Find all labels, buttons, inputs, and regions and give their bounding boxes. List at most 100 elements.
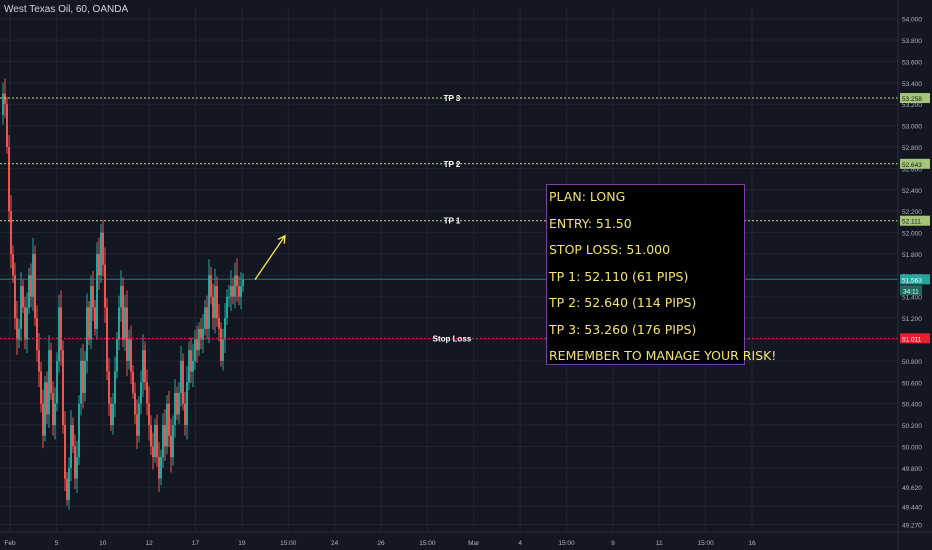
candle-body xyxy=(178,392,180,415)
candle-body xyxy=(224,318,226,340)
candle-body xyxy=(204,307,206,329)
level-price-label: 52.643 xyxy=(902,162,922,169)
time-axis[interactable]: Feb 5 10 12 17 19 15:00 24 26 15:00 Mar 4 15:00 9 11 15… xyxy=(0,531,932,547)
candle-body xyxy=(66,478,68,500)
candle-body xyxy=(76,457,78,479)
candle-body xyxy=(12,253,14,276)
price-tick-label: 54.000 xyxy=(902,17,922,24)
candle-body xyxy=(226,296,228,319)
plan-line: STOP LOSS: 51.000 xyxy=(549,242,671,257)
candle-body xyxy=(180,360,182,393)
candle-body xyxy=(114,371,116,404)
candle-body xyxy=(210,275,212,297)
candle-body xyxy=(120,286,122,308)
candle-body xyxy=(138,403,140,436)
candle-body xyxy=(86,307,88,361)
tp-price-badge xyxy=(900,158,930,169)
candle-body xyxy=(38,350,40,372)
take-profit-label: TP 1 xyxy=(444,217,461,226)
candle-body xyxy=(164,425,166,447)
candle-body xyxy=(4,93,6,105)
plan-line: PLAN: LONG xyxy=(549,189,626,204)
time-tick-label: 12 xyxy=(146,540,154,547)
candle-body xyxy=(14,275,16,319)
candle-body xyxy=(148,403,150,426)
candle-body xyxy=(6,104,8,148)
price-tick-label: 49.800 xyxy=(902,466,922,473)
price-tick-label: 53.200 xyxy=(902,102,922,109)
annotation-arrow xyxy=(254,234,286,280)
candle-body xyxy=(88,307,90,340)
price-tick-label: 52.200 xyxy=(902,209,922,216)
candle-body xyxy=(96,253,98,329)
candle-body xyxy=(44,382,46,436)
candle-body xyxy=(234,275,236,297)
price-tick-label: 50.000 xyxy=(902,444,922,451)
candle-body xyxy=(108,371,110,404)
candle-body xyxy=(200,328,202,340)
countdown-label: 34:11 xyxy=(903,288,919,295)
candle-body xyxy=(222,339,224,361)
candle-body xyxy=(198,328,200,351)
time-tick-label: Feb xyxy=(4,540,16,547)
time-tick-label: 11 xyxy=(656,540,663,547)
candle-body xyxy=(102,232,104,265)
candle-body xyxy=(10,211,12,254)
price-tick-label: 51.200 xyxy=(902,316,922,323)
price-tick-label: 53.800 xyxy=(902,38,922,45)
candle-body xyxy=(100,232,102,276)
price-tick-label: 52.800 xyxy=(902,145,922,152)
candle-body xyxy=(74,446,76,479)
time-tick-label: 26 xyxy=(377,540,385,547)
candle-body xyxy=(202,328,204,340)
candle-body xyxy=(134,392,136,415)
candle-body xyxy=(130,339,132,372)
symbol-label: West Texas Oil, 60, OANDA xyxy=(4,4,129,15)
price-tick-label: 49.270 xyxy=(902,523,922,530)
candle-body xyxy=(158,457,160,479)
candle-body xyxy=(20,286,22,329)
time-tick-label: 10 xyxy=(99,540,107,547)
arrow-shaft xyxy=(254,235,286,280)
time-tick-label: Mar xyxy=(468,540,480,547)
candle-body xyxy=(56,360,58,404)
candle-body xyxy=(60,307,62,351)
candle-body xyxy=(52,392,54,426)
tp-price-badge xyxy=(900,215,930,226)
candle-body xyxy=(174,392,176,426)
candle-body xyxy=(220,328,222,361)
candle-body xyxy=(78,403,80,458)
tp-price-badge xyxy=(900,93,930,104)
candle-body xyxy=(232,286,234,297)
time-tick-label: 17 xyxy=(192,540,200,547)
candle-body xyxy=(182,360,184,404)
candle-body xyxy=(106,307,108,372)
candle-body xyxy=(160,457,162,479)
candle-body xyxy=(212,296,214,319)
price-tick-label: 50.800 xyxy=(902,359,922,366)
candle-body xyxy=(42,403,44,436)
candle-body xyxy=(112,403,114,426)
candle-body xyxy=(58,307,60,361)
candle-body xyxy=(28,275,30,308)
candle-body xyxy=(80,360,82,404)
price-axis[interactable]: 54.000 53.800 53.600 53.400 53.200 53.000 52.8… xyxy=(897,0,930,550)
plan-line: TP 2: 52.640 (114 PIPS) xyxy=(549,295,697,310)
candle-body xyxy=(168,403,170,436)
plan-line: TP 1: 52.110 (61 PIPS) xyxy=(549,269,689,284)
candle-body xyxy=(186,382,188,426)
candle-body xyxy=(172,425,174,458)
candle-body xyxy=(18,328,20,340)
candle-body xyxy=(136,414,138,436)
candle-body xyxy=(154,425,156,458)
candle-body xyxy=(48,350,50,415)
candle-body xyxy=(2,93,4,115)
candle-body xyxy=(118,307,120,340)
time-tick-label: 9 xyxy=(611,540,615,547)
candle-body xyxy=(126,307,128,361)
candle-body xyxy=(166,403,168,447)
stop-loss-label: Stop Loss xyxy=(433,334,472,343)
price-tick-label: 52.600 xyxy=(902,166,922,173)
candle-body xyxy=(8,147,10,212)
